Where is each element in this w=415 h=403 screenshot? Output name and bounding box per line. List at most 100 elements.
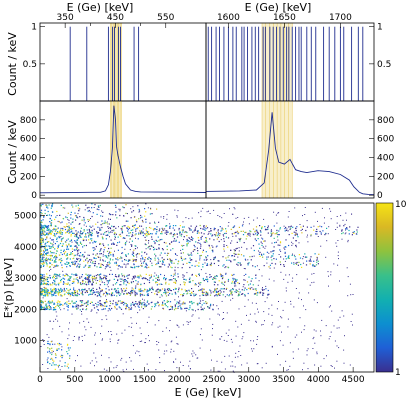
matrix-cell	[68, 227, 70, 229]
matrix-cell	[209, 289, 211, 291]
matrix-cell	[209, 213, 211, 214]
matrix-cell	[126, 293, 128, 295]
matrix-cell	[357, 226, 359, 228]
matrix-cell	[347, 276, 349, 278]
matrix-cell	[131, 211, 133, 213]
matrix-cell	[46, 245, 48, 247]
matrix-cell	[148, 289, 150, 291]
matrix-cell	[222, 288, 224, 290]
matrix-cell	[326, 227, 328, 229]
matrix-cell	[120, 302, 122, 304]
matrix-cell	[165, 225, 167, 227]
matrix-cell	[74, 263, 76, 265]
matrix-cell	[119, 208, 121, 210]
matrix-cell	[54, 280, 56, 282]
matrix-cell	[63, 290, 65, 292]
matrix-cell	[345, 212, 347, 214]
matrix-cell	[57, 227, 59, 229]
matrix-cell	[49, 247, 51, 249]
matrix-cell	[126, 240, 128, 242]
matrix-cell	[195, 284, 197, 286]
matrix-cell	[240, 264, 242, 265]
matrix-cell	[115, 303, 117, 305]
matrix-cell	[181, 233, 183, 235]
matrix-cell	[336, 226, 338, 228]
matrix-cell	[50, 358, 52, 360]
matrix-cell	[47, 368, 49, 369]
matrix-cell	[132, 303, 134, 305]
matrix-cell	[144, 342, 146, 344]
matrix-cell	[165, 242, 167, 244]
matrix-cell	[131, 240, 133, 242]
matrix-cell	[43, 230, 45, 232]
matrix-cell	[283, 264, 285, 266]
matrix-cell	[92, 281, 94, 283]
matrix-cell	[317, 260, 319, 262]
matrix-cell	[57, 246, 59, 248]
matrix-cell	[101, 264, 103, 266]
matrix-cell	[248, 262, 250, 264]
matrix-cell	[61, 253, 63, 256]
matrix-cell	[156, 263, 158, 265]
matrix-cell	[186, 293, 188, 295]
matrix-cell	[46, 206, 48, 208]
matrix-cell	[133, 263, 135, 265]
matrix-cell	[65, 241, 67, 243]
matrix-cell	[155, 274, 157, 276]
matrix-cell	[67, 238, 69, 240]
matrix-cell	[93, 207, 95, 208]
matrix-cell	[253, 249, 255, 252]
matrix-cell	[158, 320, 160, 322]
matrix-cell	[97, 301, 99, 303]
matrix-cell	[338, 258, 339, 260]
matrix-cell	[76, 257, 78, 260]
matrix-cell	[85, 302, 88, 304]
matrix-cell	[124, 225, 126, 227]
matrix-cell	[134, 287, 137, 290]
matrix-cell	[123, 276, 126, 278]
matrix-cell	[109, 300, 111, 302]
matrix-cell	[80, 242, 82, 244]
matrix-cell	[91, 277, 93, 279]
matrix-cell	[99, 292, 101, 294]
matrix-cell	[240, 264, 242, 266]
matrix-cell	[111, 292, 113, 294]
matrix-cell	[175, 280, 177, 282]
matrix-cell	[316, 261, 318, 263]
matrix-cell	[91, 203, 93, 205]
matrix-cell	[46, 237, 48, 239]
matrix-cell	[117, 339, 119, 341]
matrix-cell	[138, 253, 140, 255]
matrix-cell	[145, 227, 147, 229]
matrix-cell	[53, 294, 55, 296]
matrix-cell	[41, 274, 43, 276]
matrix-cell	[125, 289, 127, 291]
matrix-cell	[320, 335, 322, 337]
matrix-cell	[68, 225, 70, 227]
matrix-cell	[107, 265, 109, 267]
matrix-cell	[76, 265, 78, 267]
matrix-cell	[142, 278, 144, 280]
matrix-cell	[149, 260, 151, 262]
matrix-cell	[184, 307, 186, 310]
matrix-cell	[162, 249, 164, 251]
matrix-cell	[56, 315, 58, 317]
matrix-cell	[43, 264, 45, 266]
matrix-cell	[48, 214, 51, 216]
matrix-cell	[40, 265, 42, 267]
matrix-cell	[57, 220, 59, 222]
matrix-cell	[185, 217, 187, 219]
matrix-cell	[118, 234, 120, 236]
matrix-cell	[171, 340, 173, 342]
matrix-cell	[58, 259, 60, 261]
matrix-cell	[227, 246, 229, 248]
matrix-cell	[164, 370, 165, 372]
matrix-cell	[254, 266, 256, 268]
matrix-cell	[75, 230, 77, 232]
matrix-cell	[137, 247, 138, 249]
matrix-cell	[253, 234, 255, 236]
matrix-cell	[239, 238, 241, 240]
matrix-cell	[193, 249, 195, 251]
matrix-cell	[251, 302, 253, 304]
matrix-cell	[316, 228, 318, 230]
